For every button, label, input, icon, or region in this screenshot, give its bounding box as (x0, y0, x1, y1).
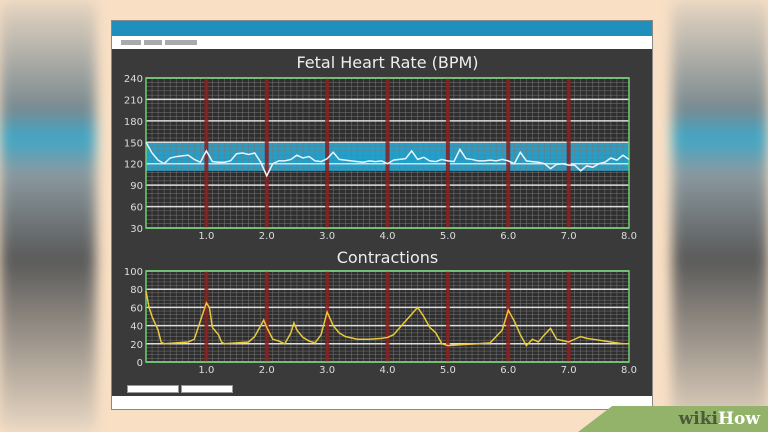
menu-item[interactable] (165, 40, 197, 45)
x-tick-label: 6.0 (500, 231, 516, 242)
menu-bar (112, 36, 652, 49)
x-tick-label: 5.0 (440, 231, 456, 242)
x-tick-label: 2.0 (259, 365, 275, 376)
chart-title: Fetal Heart Rate (BPM) (296, 53, 478, 72)
y-tick-label: 40 (130, 322, 143, 333)
y-tick-label: 100 (124, 267, 143, 278)
x-tick-label: 5.0 (440, 365, 456, 376)
logo-how: How (717, 409, 760, 429)
x-tick-label: 2.0 (259, 231, 275, 242)
y-tick-label: 240 (124, 74, 143, 85)
wikihow-logo: wikiHow (578, 406, 768, 432)
logo-wiki: wiki (678, 409, 718, 429)
x-tick-label: 1.0 (198, 365, 214, 376)
x-tick-label: 6.0 (500, 365, 516, 376)
x-tick-label: 8.0 (621, 231, 637, 242)
fhr-line (145, 141, 630, 178)
y-tick-label: 30 (130, 224, 143, 235)
y-tick-label: 20 (130, 340, 143, 351)
x-tick-label: 4.0 (380, 365, 396, 376)
x-tick-label: 4.0 (380, 231, 396, 242)
x-tick-label: 7.0 (561, 231, 577, 242)
x-tick-label: 7.0 (561, 365, 577, 376)
plot-frame (145, 270, 630, 363)
blurred-background-right (672, 0, 768, 432)
y-tick-label: 80 (130, 285, 143, 296)
y-tick-label: 60 (130, 203, 143, 214)
y-tick-label: 90 (130, 181, 143, 192)
y-tick-label: 210 (124, 95, 143, 106)
x-tick-label: 1.0 (198, 231, 214, 242)
title-bar (112, 21, 652, 36)
footer-button[interactable] (181, 385, 233, 393)
y-tick-label: 60 (130, 303, 143, 314)
contraction-line (145, 290, 629, 347)
blurred-background-left (0, 0, 96, 432)
y-tick-label: 0 (137, 358, 143, 369)
y-tick-label: 120 (124, 160, 143, 171)
y-tick-label: 150 (124, 138, 143, 149)
menu-item[interactable] (144, 40, 162, 45)
x-tick-label: 3.0 (319, 231, 335, 242)
y-tick-label: 180 (124, 117, 143, 128)
x-tick-label: 3.0 (319, 365, 335, 376)
x-tick-label: 8.0 (621, 365, 637, 376)
chart-title: Contractions (337, 248, 439, 267)
footer-button[interactable] (127, 385, 179, 393)
menu-item[interactable] (121, 40, 141, 45)
plot-frame (145, 77, 630, 229)
